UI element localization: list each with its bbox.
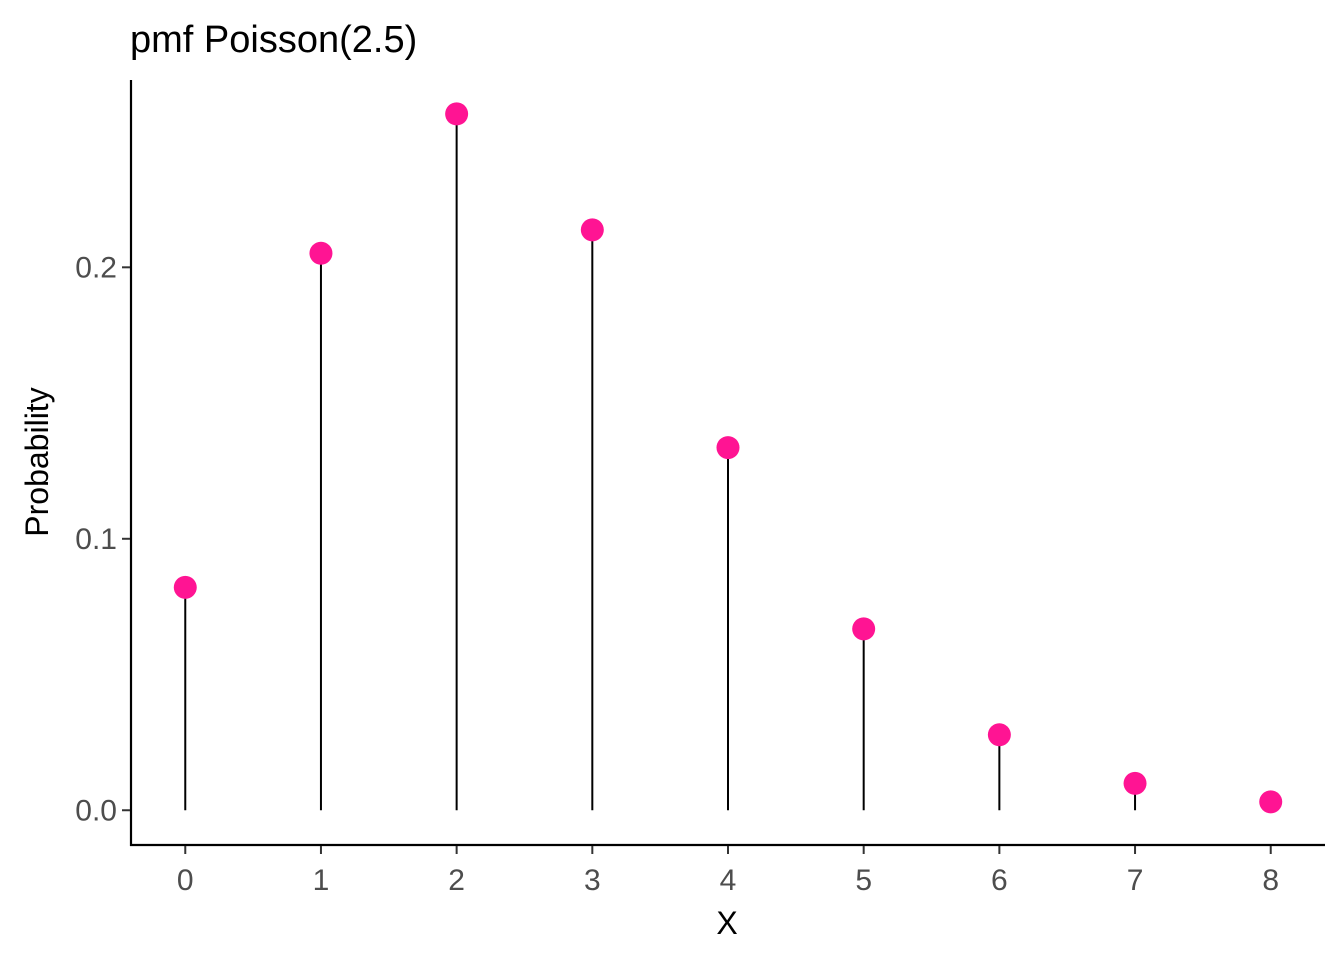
data-point-4 xyxy=(716,436,740,460)
data-point-0 xyxy=(173,575,197,599)
y-tick-label: 0.2 xyxy=(75,251,117,284)
x-tick-label: 4 xyxy=(720,864,737,897)
data-point-6 xyxy=(987,723,1011,747)
x-tick-label: 6 xyxy=(991,864,1008,897)
chart-title: pmf Poisson(2.5) xyxy=(130,19,417,61)
data-point-7 xyxy=(1123,771,1147,795)
x-tick-label: 7 xyxy=(1127,864,1144,897)
x-tick-label: 1 xyxy=(313,864,330,897)
y-tick-label: 0.1 xyxy=(75,523,117,556)
data-point-1 xyxy=(309,241,333,265)
x-tick-label: 0 xyxy=(177,864,194,897)
data-point-8 xyxy=(1259,790,1283,814)
x-tick-label: 8 xyxy=(1262,864,1279,897)
data-point-5 xyxy=(852,617,876,641)
y-axis-title: Probability xyxy=(19,387,55,536)
data-point-2 xyxy=(445,102,469,126)
y-tick-label: 0.0 xyxy=(75,794,117,827)
x-tick-label: 3 xyxy=(584,864,601,897)
x-tick-label: 2 xyxy=(448,864,465,897)
data-point-3 xyxy=(580,218,604,242)
y-axis-ticks: 0.0 0.1 0.2 xyxy=(75,251,130,827)
plot-area xyxy=(173,102,1283,814)
x-axis-title: X xyxy=(716,905,737,941)
x-axis-ticks: 0 1 2 3 4 5 6 7 8 xyxy=(177,846,1279,897)
x-tick-label: 5 xyxy=(855,864,872,897)
